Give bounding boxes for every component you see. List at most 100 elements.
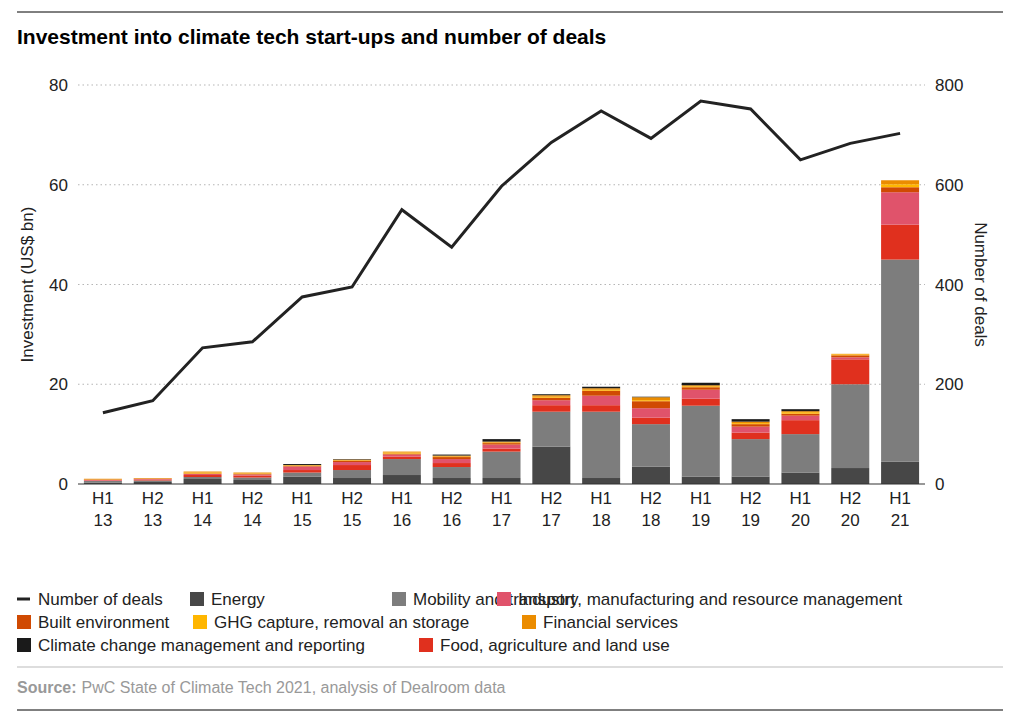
bar-segment (532, 412, 570, 447)
legend-label: Built environment (38, 613, 170, 632)
source-text: PwC State of Climate Tech 2021, analysis… (82, 679, 506, 696)
bar-segment (84, 478, 122, 479)
bar-segment (632, 397, 670, 400)
source-label: Source: (17, 679, 77, 696)
bar-segment (233, 478, 271, 480)
bar-segment (632, 396, 670, 397)
bar-segment (831, 384, 869, 468)
legend-item: Industry, manufacturing and resource man… (497, 590, 903, 609)
bar-segment (233, 472, 271, 474)
bar-segment (732, 423, 770, 425)
bar-segment (84, 479, 122, 480)
bar-segment (831, 354, 869, 356)
y2-tick-label: 400 (935, 276, 963, 295)
x-tick-label-line: 20 (791, 511, 810, 530)
bar-segment (483, 439, 521, 441)
bar-segment (84, 480, 122, 481)
x-tick-label-line: H1 (391, 489, 413, 508)
chart: Investment into climate tech start-ups a… (0, 0, 1020, 727)
x-tick-label-line: 16 (392, 511, 411, 530)
bar-segment (84, 479, 122, 480)
bar-segment (682, 383, 720, 385)
y2-tick-label: 600 (935, 176, 963, 195)
x-tick-label-line: 17 (492, 511, 511, 530)
bar-segment (383, 475, 421, 484)
bar-segment (582, 478, 620, 484)
legend-swatch (522, 615, 536, 629)
bar-segment (383, 453, 421, 455)
x-tick-label-line: H1 (889, 489, 911, 508)
x-tick-label-line: H1 (291, 489, 313, 508)
bar-segment (383, 451, 421, 452)
x-tick-label-line: 19 (741, 511, 760, 530)
x-tick-label: H113 (92, 489, 114, 530)
bar-segment (881, 462, 919, 484)
bar-segment (134, 478, 172, 479)
x-tick-label: H117 (491, 489, 513, 530)
bar-segment (831, 353, 869, 354)
x-tick-label: H220 (839, 489, 861, 530)
x-tick-label-line: H1 (192, 489, 214, 508)
bar-segment (233, 472, 271, 473)
y-tick-label: 60 (49, 176, 68, 195)
x-tick-label: H214 (242, 489, 264, 530)
x-tick-label: H121 (889, 489, 911, 530)
source: Source: PwC State of Climate Tech 2021, a… (17, 679, 506, 696)
x-tick-label-line: H2 (839, 489, 861, 508)
x-tick-label-line: H2 (441, 489, 463, 508)
bar-segment (881, 225, 919, 260)
bar-segment (233, 474, 271, 476)
x-tick-label-line: 17 (542, 511, 561, 530)
line (103, 101, 900, 413)
bar-segment (483, 449, 521, 452)
bar-segment (134, 478, 172, 479)
bar-segment (333, 459, 371, 460)
bar-segment (433, 478, 471, 484)
x-tick-label-line: H2 (740, 489, 762, 508)
bar-segment (831, 357, 869, 359)
bar-segment (831, 359, 869, 384)
x-tick-label: H114 (192, 489, 214, 530)
y2-tick (925, 184, 929, 185)
bar-segment (682, 406, 720, 477)
x-tick-label-line: 16 (442, 511, 461, 530)
y2-tick (925, 284, 929, 285)
y-tick-label: 20 (49, 375, 68, 394)
legend-swatch (17, 615, 31, 629)
bar-segment (781, 409, 819, 411)
bar-segment (433, 463, 471, 467)
x-tick-label-line: H1 (690, 489, 712, 508)
bar-segment (831, 355, 869, 357)
top-rule (17, 12, 1003, 13)
x-tick-label-line: 15 (343, 511, 362, 530)
legend-label: GHG capture, removal an storage (214, 613, 469, 632)
bar-segment (532, 405, 570, 411)
x-tick-label-line: 14 (243, 511, 262, 530)
x-tick-label: H217 (540, 489, 562, 530)
x-tick-label-line: H2 (640, 489, 662, 508)
bar-segment (84, 478, 122, 479)
bar-segment (283, 464, 321, 466)
bar-segment (831, 353, 869, 354)
y2-tick (925, 384, 929, 385)
bar-segment (333, 459, 371, 460)
bar-segment (881, 192, 919, 224)
legend-label: Number of deals (38, 590, 163, 609)
bar-segment (881, 184, 919, 187)
legend-swatch (190, 592, 204, 606)
x-tick-label-line: 13 (93, 511, 112, 530)
bar-segment (184, 477, 222, 479)
legend-label: Climate change management and reporting (38, 636, 365, 655)
bar-segment (283, 467, 321, 470)
bar-segment (333, 460, 371, 461)
y-tick-label: 0 (59, 475, 68, 494)
bar-segment (632, 401, 670, 408)
legend-line (17, 598, 30, 601)
bar-segment (781, 434, 819, 472)
bar-segment (781, 416, 819, 420)
x-tick-label-line: 18 (642, 511, 661, 530)
y-tick-label: 80 (49, 76, 68, 95)
bar-segment (781, 414, 819, 416)
legend-item: Food, agriculture and land use (419, 636, 670, 655)
bar-segment (682, 399, 720, 406)
